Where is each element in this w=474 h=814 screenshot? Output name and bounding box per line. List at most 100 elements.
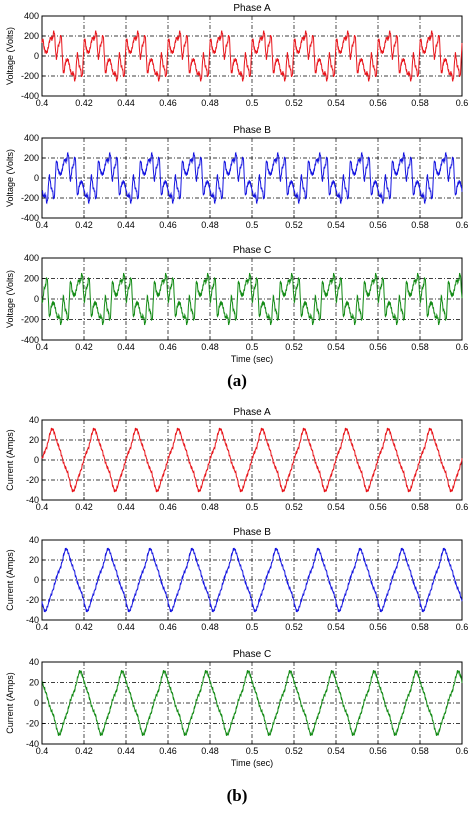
x-tick-label: 0.48	[201, 342, 219, 352]
x-tick-label: 0.6	[456, 342, 469, 352]
y-tick-label: 200	[24, 274, 39, 284]
y-tick-label: 200	[24, 153, 39, 163]
chart-title: Phase A	[233, 407, 271, 418]
series-line	[41, 670, 463, 736]
x-tick-label: 0.56	[369, 98, 387, 108]
y-tick-label: 40	[29, 415, 39, 425]
x-tick-label: 0.54	[327, 220, 345, 230]
y-axis-label: Current (Amps)	[5, 429, 15, 491]
chart-4: 0.4 0.42 0.44 0.46 0.48 0.5 0.52 0.54 0.56 0.58 0.…	[5, 407, 468, 512]
y-tick-label: -400	[21, 335, 39, 345]
x-tick-label: 0.42	[75, 220, 93, 230]
x-tick-label: 0.46	[159, 502, 177, 512]
x-tick-label: 0.44	[117, 746, 135, 756]
x-tick-label: 0.54	[327, 502, 345, 512]
x-tick-label: 0.56	[369, 220, 387, 230]
x-tick-label: 0.4	[36, 502, 49, 512]
series-line	[41, 30, 463, 82]
y-tick-label: 0	[34, 698, 39, 708]
y-axis-label: Voltage (Volts)	[5, 149, 15, 207]
x-tick-label: 0.52	[285, 502, 303, 512]
chart-6: 0.4 0.42 0.44 0.46 0.48 0.5 0.52 0.54 0.56 0.58 0.…	[5, 649, 468, 768]
y-tick-label: -20	[26, 475, 39, 485]
y-tick-label: -40	[26, 615, 39, 625]
x-tick-label: 0.58	[411, 746, 429, 756]
x-tick-label: 0.4	[36, 622, 49, 632]
x-tick-label: 0.54	[327, 98, 345, 108]
x-tick-label: 0.48	[201, 502, 219, 512]
y-tick-label: 0	[34, 294, 39, 304]
x-tick-label: 0.56	[369, 342, 387, 352]
x-tick-label: 0.5	[246, 220, 259, 230]
x-tick-label: 0.6	[456, 622, 469, 632]
chart-5: 0.4 0.42 0.44 0.46 0.48 0.5 0.52 0.54 0.56 0.58 0.…	[5, 527, 468, 632]
x-tick-label: 0.48	[201, 220, 219, 230]
x-tick-label: 0.52	[285, 746, 303, 756]
x-tick-label: 0.46	[159, 342, 177, 352]
chart-2: 0.4 0.42 0.44 0.46 0.48 0.5 0.52 0.54 0.56 0.58 0.…	[5, 125, 468, 230]
x-tick-label: 0.56	[369, 622, 387, 632]
y-tick-label: 0	[34, 51, 39, 61]
x-tick-label: 0.42	[75, 98, 93, 108]
x-tick-label: 0.6	[456, 220, 469, 230]
x-tick-label: 0.54	[327, 622, 345, 632]
x-tick-label: 0.58	[411, 342, 429, 352]
y-tick-label: -200	[21, 71, 39, 81]
series-line	[41, 272, 463, 326]
x-tick-label: 0.5	[246, 342, 259, 352]
x-tick-label: 0.46	[159, 746, 177, 756]
y-tick-label: -200	[21, 193, 39, 203]
series-line	[41, 547, 463, 613]
x-tick-label: 0.54	[327, 746, 345, 756]
chart-title: Phase A	[233, 3, 271, 14]
y-axis-label: Voltage (Volts)	[5, 27, 15, 85]
chart-title: Phase B	[233, 125, 271, 136]
caption-b: (b)	[226, 786, 248, 805]
x-tick-label: 0.44	[117, 98, 135, 108]
series-line	[41, 427, 463, 493]
y-tick-label: 400	[24, 253, 39, 263]
series-line	[41, 151, 463, 205]
y-tick-label: 400	[24, 11, 39, 21]
y-tick-label: 20	[29, 435, 39, 445]
x-tick-label: 0.58	[411, 502, 429, 512]
x-tick-label: 0.52	[285, 98, 303, 108]
x-tick-label: 0.56	[369, 746, 387, 756]
y-tick-label: -20	[26, 719, 39, 729]
x-tick-label: 0.48	[201, 98, 219, 108]
x-tick-label: 0.44	[117, 342, 135, 352]
y-tick-label: 0	[34, 575, 39, 585]
x-tick-label: 0.46	[159, 622, 177, 632]
x-tick-label: 0.4	[36, 746, 49, 756]
x-tick-label: 0.52	[285, 622, 303, 632]
x-tick-label: 0.44	[117, 502, 135, 512]
x-axis-label: Time (sec)	[231, 354, 273, 364]
x-tick-label: 0.44	[117, 622, 135, 632]
y-tick-label: -400	[21, 213, 39, 223]
x-tick-label: 0.54	[327, 342, 345, 352]
x-tick-label: 0.46	[159, 220, 177, 230]
x-tick-label: 0.48	[201, 746, 219, 756]
y-axis-label: Current (Amps)	[5, 672, 15, 734]
y-tick-label: -200	[21, 315, 39, 325]
x-tick-label: 0.5	[246, 98, 259, 108]
chart-title: Phase C	[233, 649, 271, 660]
x-tick-label: 0.52	[285, 220, 303, 230]
x-tick-label: 0.58	[411, 220, 429, 230]
y-tick-label: 0	[34, 173, 39, 183]
chart-title: Phase B	[233, 527, 271, 538]
chart-title: Phase C	[233, 245, 271, 256]
y-tick-label: -40	[26, 739, 39, 749]
y-tick-label: 20	[29, 678, 39, 688]
x-tick-label: 0.4	[36, 220, 49, 230]
x-tick-label: 0.4	[36, 98, 49, 108]
x-tick-label: 0.46	[159, 98, 177, 108]
y-axis-label: Current (Amps)	[5, 549, 15, 611]
x-tick-label: 0.6	[456, 746, 469, 756]
x-tick-label: 0.48	[201, 622, 219, 632]
y-tick-label: 40	[29, 535, 39, 545]
chart-1: 0.4 0.42 0.44 0.46 0.48 0.5 0.52 0.54 0.56 0.58 0.…	[5, 3, 468, 108]
x-tick-label: 0.58	[411, 98, 429, 108]
